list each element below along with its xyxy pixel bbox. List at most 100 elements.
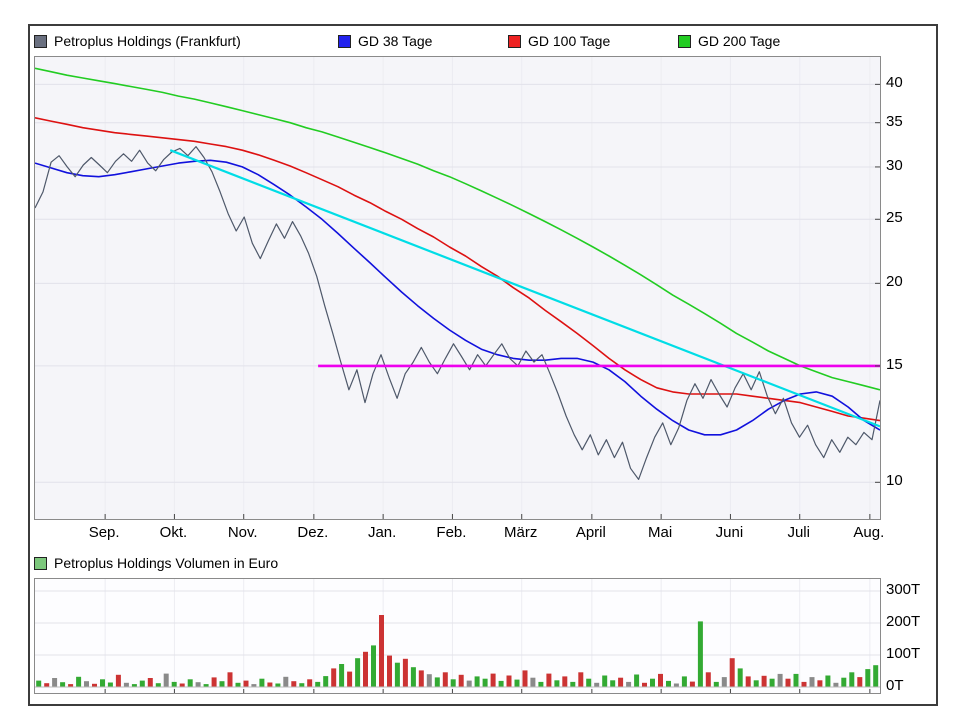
volume-bar bbox=[689, 681, 695, 687]
price-line bbox=[35, 145, 880, 480]
volume-bar bbox=[155, 683, 161, 687]
volume-bar bbox=[323, 676, 329, 687]
volume-bar bbox=[546, 673, 552, 687]
volume-bar bbox=[243, 680, 249, 687]
volume-bar bbox=[673, 683, 679, 687]
volume-bar bbox=[339, 664, 345, 687]
volume-bar bbox=[873, 665, 879, 687]
volume-bar bbox=[410, 667, 416, 687]
volume-bar bbox=[785, 678, 791, 687]
volume-bar bbox=[331, 668, 337, 687]
volume-bar bbox=[777, 673, 783, 687]
volume-bar bbox=[219, 681, 225, 687]
price-axis-label: 40 bbox=[886, 74, 903, 92]
volume-bar bbox=[131, 684, 137, 687]
volume-bar bbox=[737, 668, 743, 687]
volume-axis-label: 300T bbox=[886, 581, 921, 598]
volume-bar bbox=[793, 673, 799, 687]
legend-item-price: Petroplus Holdings (Frankfurt) bbox=[34, 30, 241, 52]
volume-bar bbox=[363, 651, 368, 687]
x-axis-label: Jan. bbox=[367, 524, 397, 541]
volume-bar bbox=[275, 683, 281, 687]
trendline bbox=[169, 149, 880, 428]
volume-bar bbox=[538, 681, 544, 687]
volume-bar bbox=[514, 679, 520, 687]
volume-bar bbox=[115, 674, 121, 687]
volume-bar bbox=[84, 681, 89, 687]
volume-bar bbox=[251, 684, 257, 687]
volume-axis-label: 200T bbox=[886, 613, 921, 630]
volume-bar bbox=[60, 682, 66, 687]
volume-bar bbox=[123, 682, 129, 687]
volume-bar bbox=[299, 683, 305, 687]
x-axis-label: Nov. bbox=[227, 524, 258, 541]
volume-bar bbox=[586, 678, 592, 687]
volume-axis: 300T 200T 100T 0T bbox=[886, 578, 932, 694]
volume-bar bbox=[578, 672, 584, 687]
gd200-legend-label: GD 200 Tage bbox=[698, 33, 781, 49]
volume-chart-svg bbox=[35, 579, 880, 693]
x-axis: Sep. Okt. Nov. Dez. Jan. Feb. März April Mai Juni… bbox=[34, 524, 885, 544]
price-axis-label: 30 bbox=[886, 156, 903, 174]
volume-bar bbox=[498, 680, 504, 687]
volume-bar bbox=[713, 681, 719, 687]
volume-bar bbox=[865, 669, 871, 687]
volume-bar bbox=[841, 677, 847, 687]
gd200-legend-swatch bbox=[678, 34, 691, 48]
volume-bar bbox=[530, 677, 536, 687]
volume-bar bbox=[187, 679, 193, 687]
gd200-line bbox=[35, 67, 880, 391]
volume-bar bbox=[753, 680, 759, 687]
volume-axis-label: 0T bbox=[886, 677, 904, 694]
volume-bar bbox=[171, 681, 177, 687]
x-axis-label: Juli bbox=[787, 524, 810, 541]
volume-bar bbox=[203, 684, 209, 687]
volume-bar bbox=[402, 658, 408, 687]
gd38-legend-swatch bbox=[338, 34, 351, 48]
volume-bar bbox=[594, 682, 600, 687]
volume-bar bbox=[817, 680, 823, 687]
volume-bar bbox=[562, 676, 568, 687]
gd100-legend-swatch bbox=[508, 34, 521, 48]
volume-bar bbox=[833, 682, 839, 687]
chart-frame: Petroplus Holdings (Frankfurt) GD 38 Tag… bbox=[28, 24, 938, 706]
chart-inner: Petroplus Holdings (Frankfurt) GD 38 Tag… bbox=[30, 26, 936, 704]
volume-bar bbox=[849, 672, 855, 687]
volume-bar bbox=[195, 682, 201, 687]
x-axis-label: Okt. bbox=[159, 524, 188, 541]
volume-bar bbox=[474, 676, 480, 687]
volume-bar bbox=[697, 621, 703, 687]
volume-bar bbox=[44, 683, 50, 687]
volume-bar bbox=[825, 675, 831, 687]
volume-bar bbox=[387, 655, 392, 687]
x-axis-label: Feb. bbox=[436, 524, 467, 541]
price-legend-swatch bbox=[34, 34, 47, 48]
price-legend-label: Petroplus Holdings (Frankfurt) bbox=[54, 33, 241, 49]
legend-item-volume: Petroplus Holdings Volumen in Euro bbox=[34, 552, 278, 574]
volume-bar bbox=[379, 615, 384, 687]
volume-bar bbox=[147, 678, 153, 687]
volume-bar bbox=[570, 681, 576, 687]
volume-bar bbox=[347, 671, 353, 687]
x-axis-label: Aug. bbox=[853, 524, 885, 541]
volume-bar bbox=[705, 672, 711, 687]
legend-item-gd200: GD 200 Tage bbox=[678, 30, 780, 52]
volume-bar bbox=[721, 677, 727, 687]
volume-bar bbox=[442, 672, 448, 687]
volume-bar bbox=[371, 645, 376, 687]
volume-bar bbox=[139, 680, 145, 687]
gd100-legend-label: GD 100 Tage bbox=[528, 33, 611, 49]
volume-bar bbox=[626, 681, 632, 687]
volume-bar bbox=[315, 681, 321, 687]
gd38-line bbox=[35, 159, 880, 436]
volume-legend-label: Petroplus Holdings Volumen in Euro bbox=[54, 555, 279, 571]
volume-bar bbox=[52, 678, 58, 687]
volume-bar bbox=[107, 682, 113, 687]
volume-bar bbox=[458, 674, 464, 687]
volume-bar bbox=[68, 684, 74, 687]
volume-bar bbox=[283, 676, 289, 687]
price-chart-svg bbox=[35, 57, 880, 519]
price-chart-plot bbox=[34, 56, 881, 520]
volume-bar bbox=[355, 658, 361, 687]
x-axis-label: Juni bbox=[715, 524, 744, 541]
